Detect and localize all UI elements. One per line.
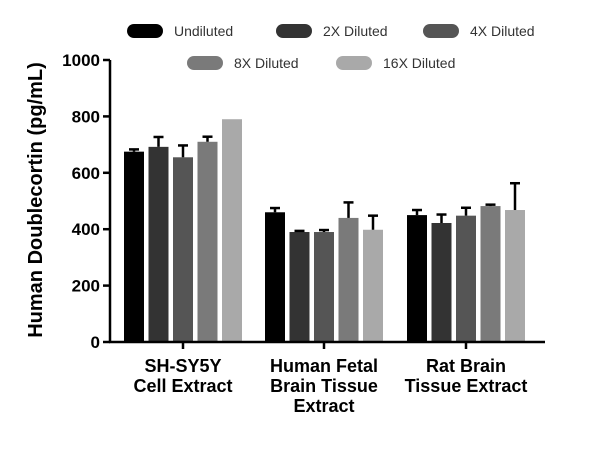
bar bbox=[338, 217, 359, 342]
legend-swatch bbox=[423, 24, 459, 38]
bar bbox=[265, 212, 285, 342]
y-tick-label: 600 bbox=[72, 164, 100, 183]
x-category-label: Rat Brain bbox=[426, 356, 506, 376]
error-bars-group bbox=[129, 135, 520, 233]
legend-label: 8X Diluted bbox=[234, 55, 299, 71]
legend-swatch bbox=[187, 56, 223, 70]
legend-swatch bbox=[276, 24, 312, 38]
legend-label: 16X Diluted bbox=[383, 55, 455, 71]
bar bbox=[124, 151, 144, 342]
y-axis: 0 200 400 600 800 1000 bbox=[62, 51, 112, 352]
legend-swatch bbox=[336, 56, 372, 70]
x-category-label: Human Fetal bbox=[270, 356, 378, 376]
x-category-label: SH-SY5Y bbox=[144, 356, 221, 376]
y-tick-label: 800 bbox=[72, 107, 100, 126]
x-category-label: Tissue Extract bbox=[405, 376, 528, 396]
bar bbox=[480, 206, 501, 342]
legend-label: Undiluted bbox=[174, 23, 233, 39]
y-tick-label: 400 bbox=[72, 220, 100, 239]
legend: Undiluted 2X Diluted 4X Diluted 8X Diluted 1… bbox=[127, 23, 535, 71]
bar bbox=[407, 215, 427, 342]
y-tick-label: 200 bbox=[72, 277, 100, 296]
bar bbox=[456, 215, 476, 342]
bar bbox=[148, 146, 169, 342]
y-axis-label: Human Doublecortin (pg/mL) bbox=[25, 62, 47, 338]
bar bbox=[222, 119, 242, 342]
x-category-label: Extract bbox=[293, 396, 354, 416]
legend-label: 4X Diluted bbox=[470, 23, 535, 39]
bar bbox=[197, 141, 218, 342]
legend-label: 2X Diluted bbox=[323, 23, 388, 39]
bar bbox=[505, 210, 525, 342]
y-tick-label: 0 bbox=[91, 333, 100, 352]
bar bbox=[289, 232, 310, 342]
bar bbox=[363, 229, 383, 342]
bar bbox=[431, 222, 452, 342]
bar bbox=[173, 157, 193, 342]
x-category-label: Brain Tissue bbox=[270, 376, 378, 396]
bars-group bbox=[124, 119, 525, 342]
legend-swatch bbox=[127, 24, 163, 38]
y-tick-label: 1000 bbox=[62, 51, 100, 70]
bar bbox=[314, 232, 334, 342]
x-category-label: Cell Extract bbox=[133, 376, 232, 396]
